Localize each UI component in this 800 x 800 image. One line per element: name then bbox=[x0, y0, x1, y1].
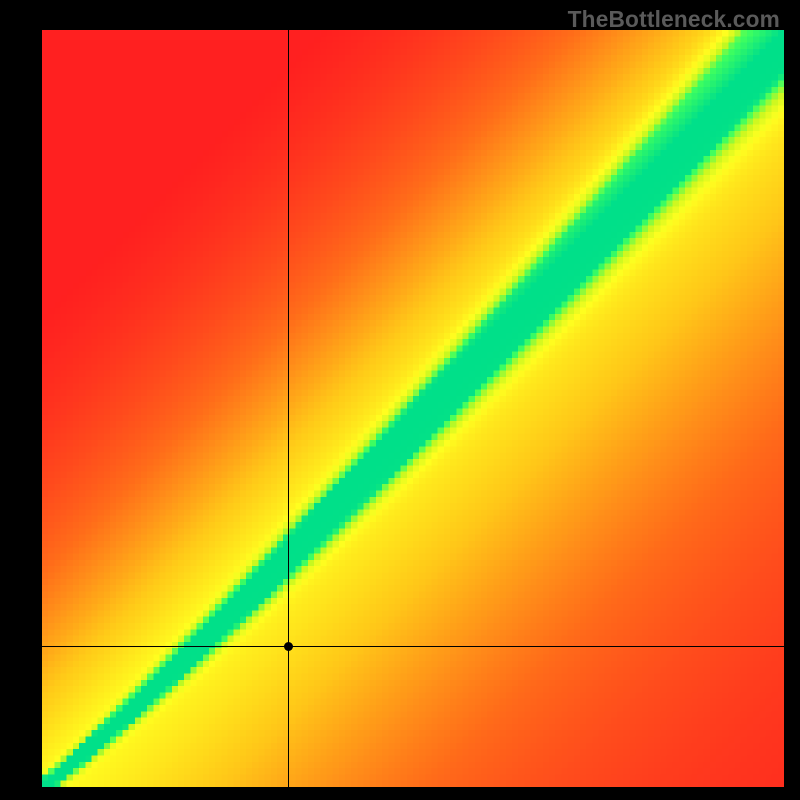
watermark-text: TheBottleneck.com bbox=[568, 6, 780, 33]
chart-container: TheBottleneck.com bbox=[0, 0, 800, 800]
crosshair-vertical bbox=[288, 30, 289, 787]
bottleneck-heatmap bbox=[42, 30, 784, 787]
crosshair-horizontal bbox=[42, 646, 784, 647]
